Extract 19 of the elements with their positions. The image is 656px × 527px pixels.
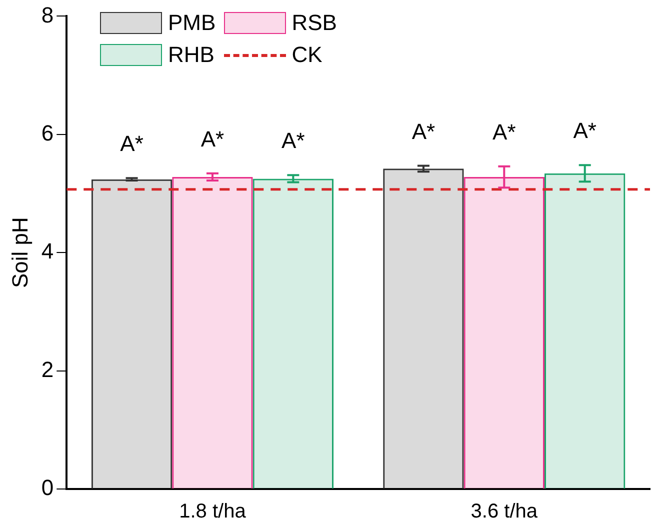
y-tick-label: 2 <box>41 356 54 382</box>
data-label: A* <box>120 131 144 156</box>
y-tick-label: 8 <box>41 2 54 28</box>
y-tick-label: 4 <box>41 238 54 264</box>
data-label: A* <box>412 118 436 144</box>
legend-label: RHB <box>168 42 214 68</box>
y-tick-label: 6 <box>41 120 54 146</box>
data-label: A* <box>200 126 225 152</box>
x-tick-label: 3.6 t/ha <box>470 500 538 523</box>
y-tick-label: 0 <box>41 475 54 500</box>
bar <box>91 179 172 488</box>
y-axis-title: Soil pH <box>7 217 32 288</box>
legend-label: PMB <box>168 10 216 36</box>
data-label: A* <box>573 118 597 144</box>
legend-label: CK <box>292 42 322 68</box>
legend-label: RSB <box>292 10 337 36</box>
data-label: A* <box>492 119 516 144</box>
data-label: A* <box>282 128 306 154</box>
x-tick-label: 1.8 t/ha <box>179 500 247 523</box>
